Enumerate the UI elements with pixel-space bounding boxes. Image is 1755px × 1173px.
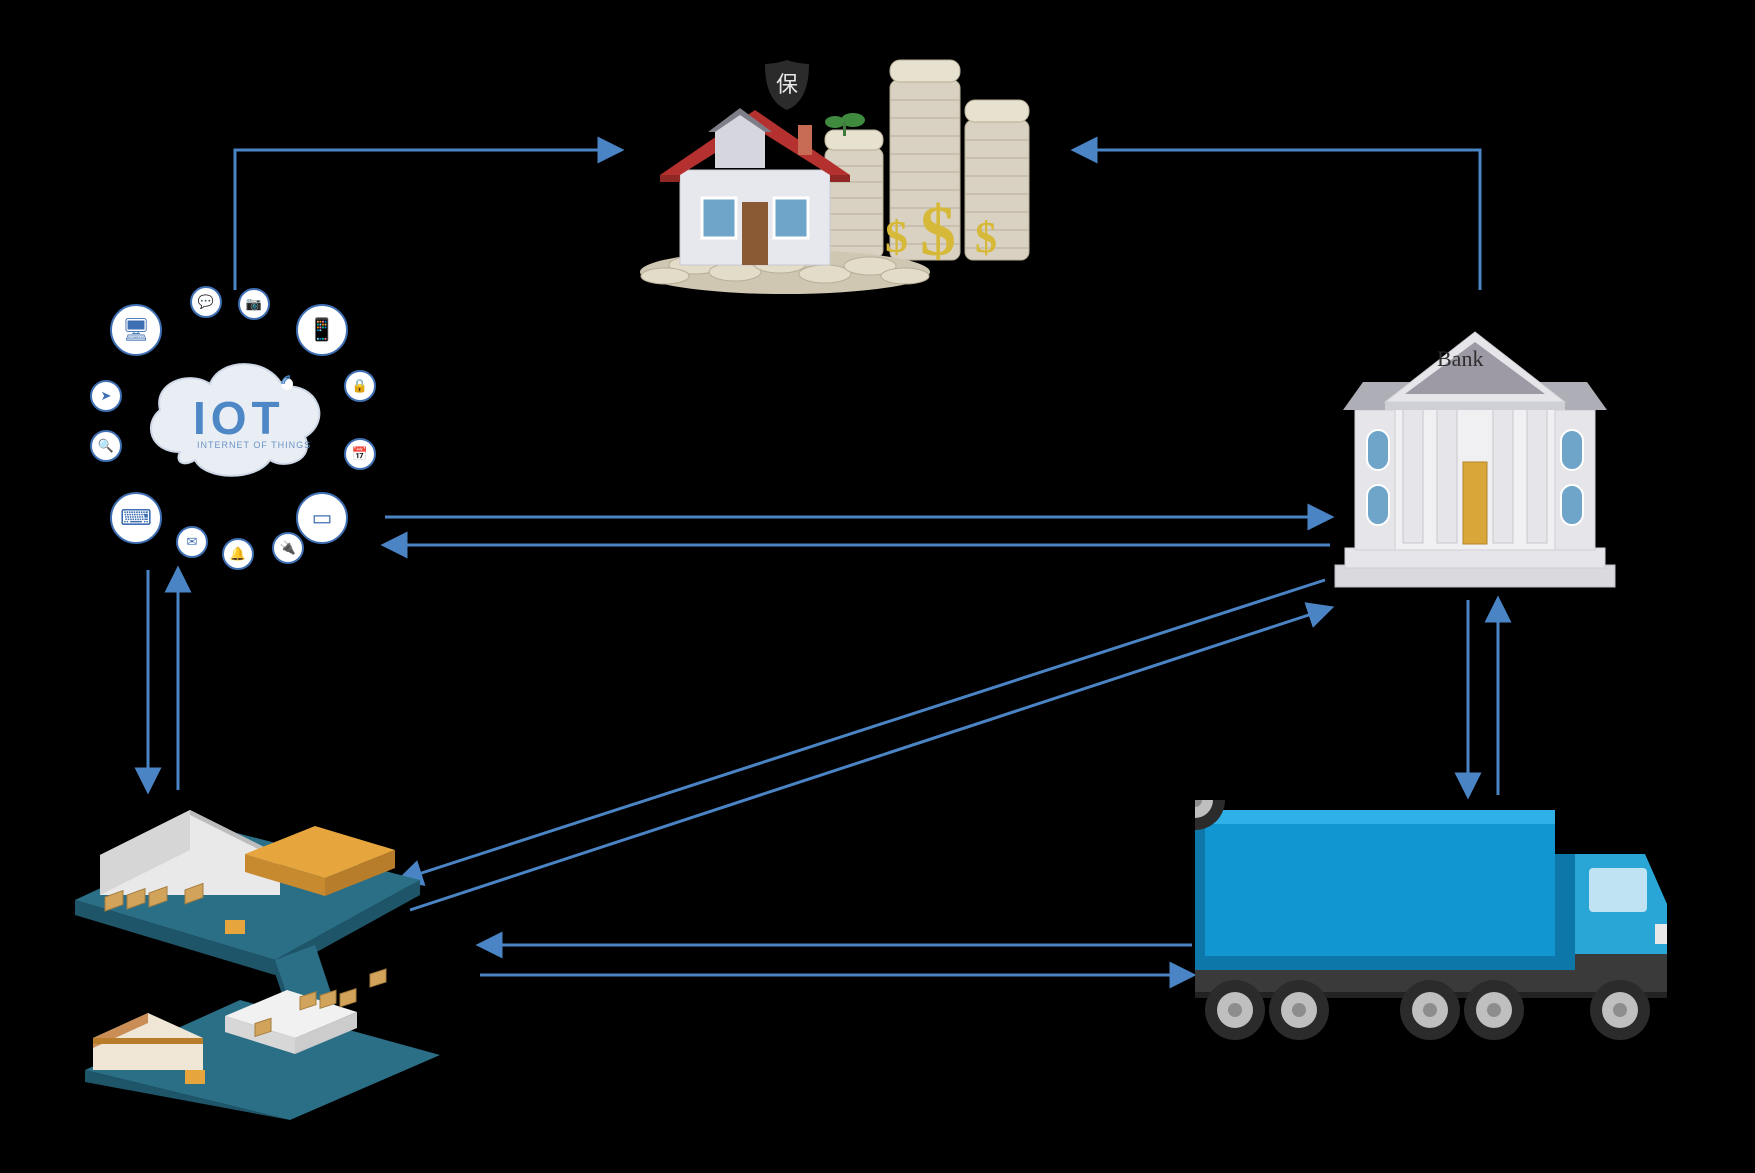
warehouse-svg — [75, 790, 475, 1120]
node-assets: 保 $ $ $ — [635, 40, 1065, 300]
insurance-badge: 保 — [765, 60, 809, 110]
iot-search-icon: 🔍 — [90, 430, 122, 462]
edge-bank-to-warehouse-diag — [400, 580, 1325, 880]
iot-monitor-icon: ⌨ — [110, 492, 162, 544]
assets-illustration: 保 $ $ $ — [635, 40, 1065, 300]
dollar-icon: $ — [885, 210, 908, 263]
iot-chat-icon: 💬 — [190, 286, 222, 318]
truck-svg — [1195, 800, 1675, 1060]
iot-cloud-shape: IOT INTERNET OF THINGS — [135, 342, 335, 492]
assets-svg: 保 — [635, 40, 1065, 300]
iot-plug-icon: 🔌 — [272, 532, 304, 564]
iot-main-label: IOT — [193, 392, 285, 444]
iot-phone-icon: 📱 — [296, 304, 348, 356]
warehouse-illustration — [75, 790, 475, 1120]
truck-illustration — [1195, 800, 1675, 1060]
iot-lock-icon: 🔒 — [344, 370, 376, 402]
house — [660, 108, 850, 265]
bank-illustration: Bank — [1325, 290, 1625, 600]
bank-label: Bank — [1437, 346, 1483, 372]
bank-svg — [1325, 290, 1625, 600]
dollar-icon-2: $ — [975, 212, 997, 263]
edge-bank-to-assets — [1075, 150, 1480, 290]
insurance-badge-label: 保 — [776, 72, 798, 97]
node-bank: Bank — [1325, 290, 1625, 600]
iot-cloud: IOT INTERNET OF THINGS ⌨▭🖥📱📷💬🔔✉🔍➤🔒📅🔌 — [80, 290, 390, 550]
iot-tablet-icon: ▭ — [296, 492, 348, 544]
edge-iot-to-assets — [235, 150, 620, 290]
iot-calendar-icon: 📅 — [344, 438, 376, 470]
iot-bell-icon: 🔔 — [222, 538, 254, 570]
iot-mail-icon: ✉ — [176, 526, 208, 558]
dollar-icon-large: $ — [920, 190, 956, 273]
node-iot: IOT INTERNET OF THINGS ⌨▭🖥📱📷💬🔔✉🔍➤🔒📅🔌 — [80, 290, 390, 550]
iot-sub-label: INTERNET OF THINGS — [197, 440, 311, 450]
node-truck — [1195, 800, 1675, 1060]
edge-warehouse-to-bank-diag — [410, 608, 1330, 910]
iot-monitor-tl-icon: 🖥 — [110, 304, 162, 356]
iot-nav-icon: ➤ — [90, 380, 122, 412]
node-warehouse — [75, 790, 475, 1120]
iot-camera-icon: 📷 — [238, 288, 270, 320]
diagram-stage: IOT INTERNET OF THINGS ⌨ ▭ 🖥 📱 📷 💬 🔔 ✉ 🔍 ➤ 🔒 📅 🔌 — [0, 0, 1755, 1173]
